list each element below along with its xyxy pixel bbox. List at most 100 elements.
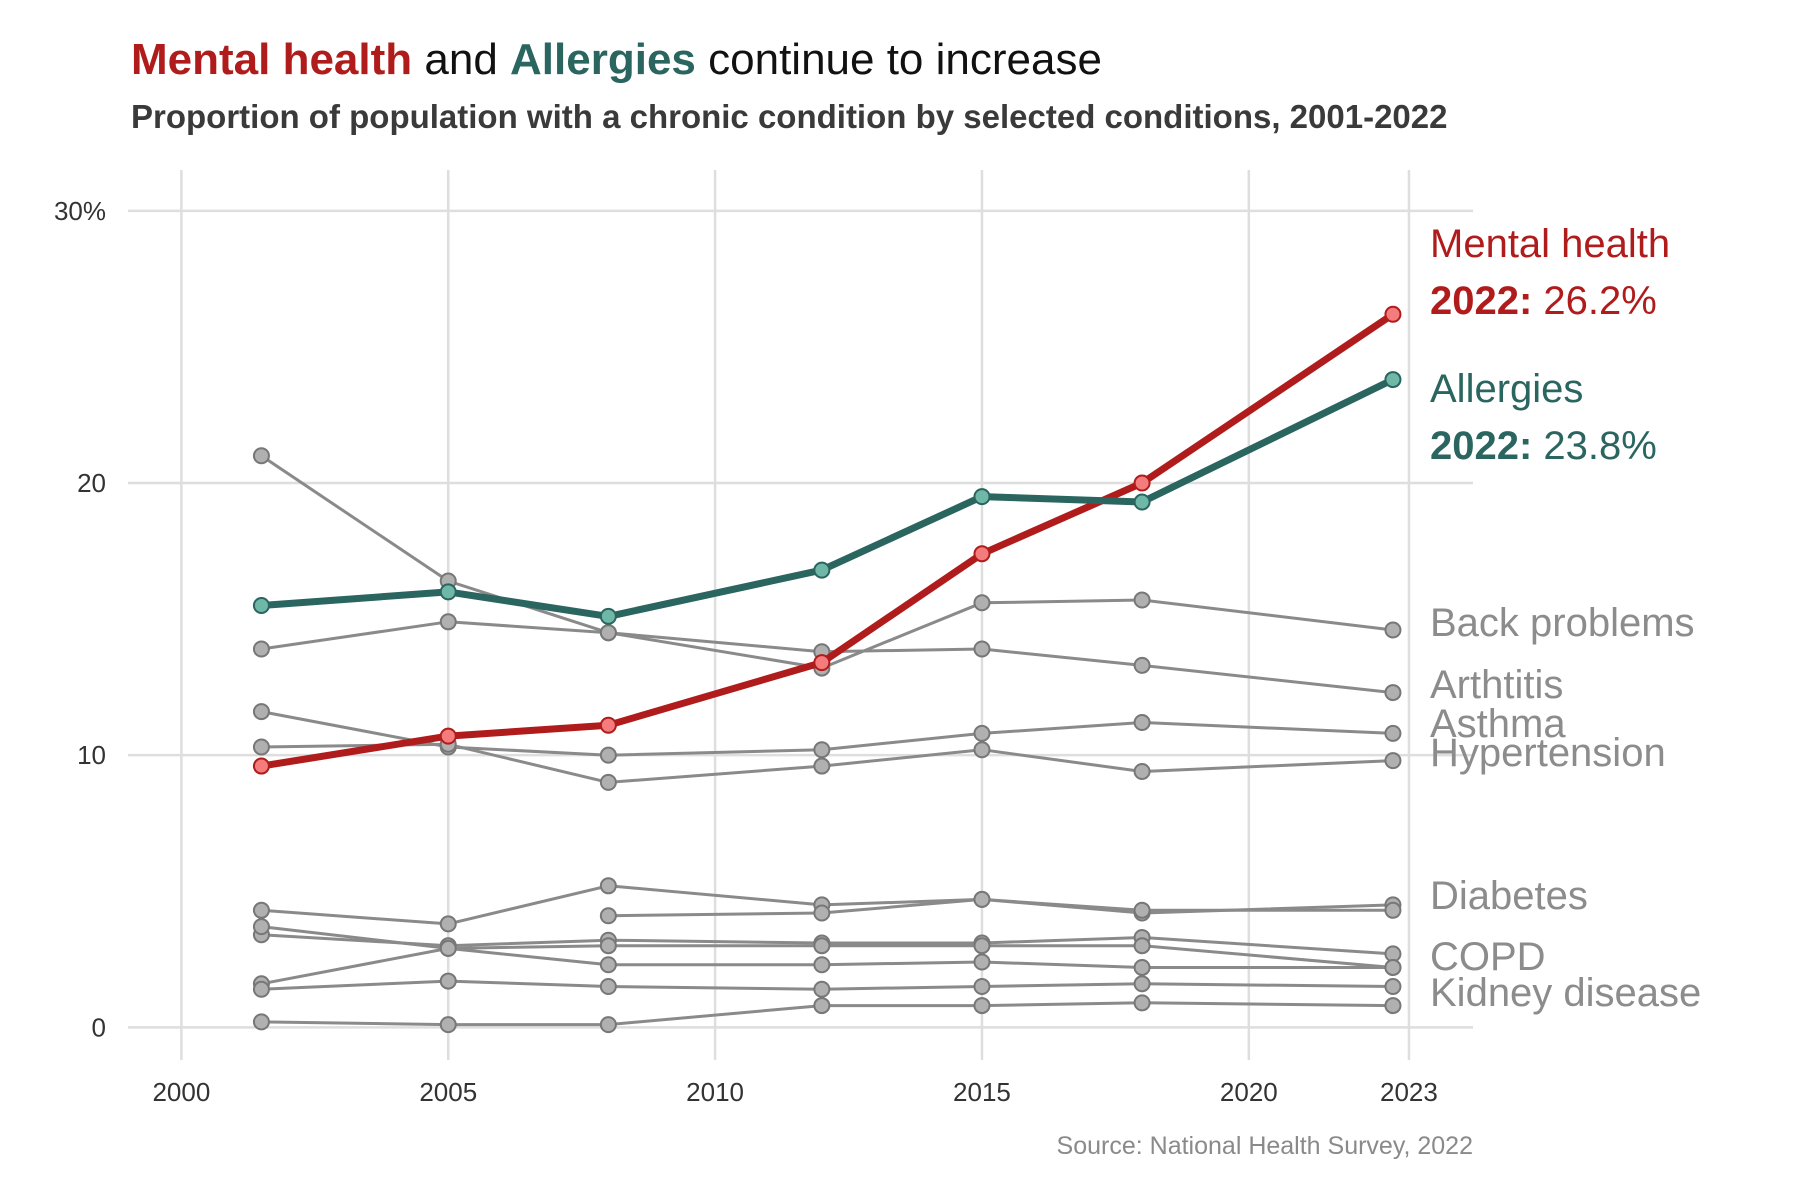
y-tick-label: 20: [77, 468, 106, 498]
series-back-problems-point: [1384, 621, 1402, 639]
label-copd: COPD: [1430, 935, 1546, 979]
series-copd-point: [252, 918, 270, 936]
series-kidney-disease-point: [599, 1016, 617, 1034]
series-diabetes-point: [439, 915, 457, 933]
series-mental-health-point: [973, 545, 991, 563]
series-asthma-point: [973, 724, 991, 742]
chart-title: Mental health and Allergies continue to …: [131, 35, 1102, 84]
series-hypertension-point: [1384, 752, 1402, 770]
chart-subtitle: Proportion of population with a chronic …: [131, 98, 1448, 135]
series-copd-point: [599, 956, 617, 974]
label-allergies-year: 2022:: [1430, 424, 1532, 468]
series-allergies-point: [1384, 371, 1402, 389]
series-back-problems-point: [252, 447, 270, 465]
x-tick-label: 2000: [152, 1077, 210, 1107]
series-allergies-point: [973, 488, 991, 506]
series-kidney-disease-point: [813, 997, 831, 1015]
title-rest: continue to increase: [696, 35, 1102, 84]
series-back-problems-point: [1133, 591, 1151, 609]
series-unlabeled-point: [252, 980, 270, 998]
label-allergies-value: 2022: 23.8%: [1430, 424, 1657, 468]
label-hypertension: Hypertension: [1430, 731, 1666, 775]
series-mental-health-point: [439, 727, 457, 745]
series-allergies-point: [252, 596, 270, 614]
label-mental-health-value: 2022: 26.2%: [1430, 279, 1657, 323]
series-unlabeled-point: [1384, 901, 1402, 919]
series-mental-health-line: [257, 310, 1397, 770]
y-tick-label: 30%: [54, 196, 106, 226]
series-arthtitis-point: [973, 640, 991, 658]
series-unlabeled-point: [1133, 937, 1151, 955]
series-hypertension-point: [252, 738, 270, 756]
series-unlabeled-point: [973, 890, 991, 908]
series-end-labels: Back problems ArthtitisAsthmaHypertension…: [1430, 222, 1701, 1015]
label-mental-health-year: 2022:: [1430, 279, 1532, 323]
series-back-problems-line: [259, 454, 1395, 670]
series-unlabeled-point: [973, 937, 991, 955]
series-unlabeled-point: [439, 972, 457, 990]
series-copd-point: [813, 956, 831, 974]
series-unlabeled-point: [439, 939, 457, 957]
x-tick-label: 2005: [419, 1077, 477, 1107]
series-kidney-disease-point: [252, 1013, 270, 1031]
series-unlabeled-point: [599, 978, 617, 996]
series-unlabeled-point: [813, 980, 831, 998]
series-unlabeled-point: [599, 907, 617, 925]
series-arthtitis-point: [1384, 684, 1402, 702]
series-arthtitis-point: [439, 613, 457, 631]
series-allergies-point: [439, 583, 457, 601]
label-allergies-percent: 23.8%: [1532, 424, 1657, 468]
series-allergies-point: [599, 607, 617, 625]
label-mental-health-percent: 26.2%: [1532, 279, 1657, 323]
series-arthtitis-point: [599, 624, 617, 642]
series-asthma-point: [1384, 724, 1402, 742]
series-unlabeled-point: [1133, 975, 1151, 993]
label-mental-health-name: Mental health: [1430, 222, 1670, 266]
series-mental-health-point: [813, 654, 831, 672]
series-mental-health-point: [1384, 305, 1402, 323]
series-unlabeled-point: [813, 937, 831, 955]
x-tick-label: 2010: [686, 1077, 744, 1107]
series-unlabeled-point: [1384, 978, 1402, 996]
x-tick-label: 2015: [953, 1077, 1011, 1107]
series-copd-point: [1133, 958, 1151, 976]
series-mental-health-point: [252, 757, 270, 775]
series-allergies-point: [813, 561, 831, 579]
series-asthma-point: [252, 703, 270, 721]
x-tick-label: 2023: [1380, 1077, 1438, 1107]
series-asthma-point: [813, 741, 831, 759]
x-tick-label: 2020: [1220, 1077, 1278, 1107]
series-back-problems-point: [973, 594, 991, 612]
title-mental-health: Mental health: [131, 35, 412, 84]
series-copd-point: [973, 953, 991, 971]
label-allergies-name: Allergies: [1430, 367, 1583, 411]
series-kidney-disease-point: [1133, 994, 1151, 1012]
series-unlabeled-point: [973, 978, 991, 996]
series-kidney-disease-point: [1384, 997, 1402, 1015]
title-allergies: Allergies: [510, 35, 696, 84]
other-conditions-series: [252, 447, 1402, 1034]
series-arthtitis-point: [1133, 656, 1151, 674]
series-kidney-disease-point: [973, 997, 991, 1015]
series-asthma-point: [599, 746, 617, 764]
series-arthtitis-point: [252, 640, 270, 658]
series-diabetes-point: [599, 877, 617, 895]
y-tick-label: 10: [77, 740, 106, 770]
series-diabetes-point: [252, 901, 270, 919]
label-kidney-disease: Kidney disease: [1430, 971, 1701, 1015]
series-hypertension-point: [599, 773, 617, 791]
source-note: Source: National Health Survey, 2022: [1057, 1132, 1473, 1160]
label-arthtitis: Arthtitis: [1430, 663, 1563, 707]
series-asthma-point: [1133, 714, 1151, 732]
series-allergies-point: [1133, 493, 1151, 511]
series-unlabeled-point: [599, 937, 617, 955]
series-unlabeled-point: [813, 904, 831, 922]
series-hypertension-point: [1133, 762, 1151, 780]
series-kidney-disease-point: [439, 1016, 457, 1034]
label-back-problems: Back problems: [1430, 601, 1695, 645]
series-hypertension-point: [813, 757, 831, 775]
series-allergies-line: [257, 376, 1397, 620]
title-and: and: [412, 35, 510, 84]
label-asthma: Asthma: [1430, 702, 1566, 746]
series-mental-health-point: [599, 716, 617, 734]
